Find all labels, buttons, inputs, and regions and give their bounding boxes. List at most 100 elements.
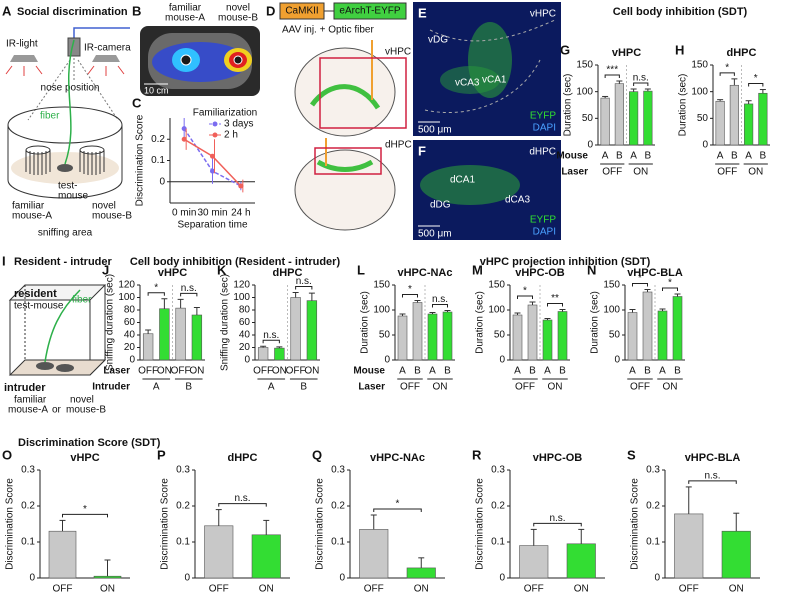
significance-bracket [604, 74, 620, 78]
bar [290, 297, 301, 361]
bar [643, 90, 653, 146]
x-tick-label: OFF [209, 584, 229, 595]
y-tick-label: 40 [239, 330, 251, 341]
x-tick-label: A [630, 151, 637, 162]
panel-d: D CaMKII eArchT-EYFP AAV inj. + Optic fi… [266, 2, 412, 231]
bar [642, 291, 653, 361]
hippocampus [309, 84, 381, 110]
y-axis-label: Duration (sec) [590, 291, 601, 354]
y-axis-label: Discrimination Score [135, 114, 146, 206]
light-rays [5, 65, 125, 76]
bar [159, 308, 170, 361]
panel-letter: I [2, 253, 6, 268]
panel-i: I Resident - intruder resident test-mous… [2, 253, 113, 415]
bar [274, 347, 285, 361]
x-tick-label: B [414, 366, 421, 377]
x-tick-label: OFF [286, 366, 306, 377]
heatmap [233, 55, 243, 65]
chart-title: dHPC [273, 267, 303, 279]
x-tick-label: A [745, 151, 752, 162]
label: dCA1 [450, 175, 475, 186]
x-tick-label: OFF [364, 584, 384, 595]
y-tick-label: 0.1 [176, 537, 190, 548]
bar [359, 529, 389, 579]
row-label: Laser [561, 167, 588, 178]
roi [319, 57, 407, 129]
header: Cell body inhibition (SDT) [613, 6, 748, 18]
label: mouse-A [165, 13, 205, 24]
x-tick-label: ON [189, 366, 204, 377]
y-tick-label: 20 [124, 342, 136, 353]
label: fiber [72, 295, 92, 306]
significance-bracket [662, 287, 678, 291]
y-tick-label: 0.2 [646, 501, 660, 512]
bar [715, 100, 725, 146]
point [181, 126, 187, 132]
y-tick-label: 100 [118, 292, 135, 303]
y-tick-label: 120 [233, 280, 250, 291]
bar [674, 513, 704, 579]
lamp [10, 55, 38, 62]
chart-title: vHPC-BLA [627, 267, 683, 279]
significance-label: n.s. [296, 276, 312, 287]
mouse [36, 362, 54, 370]
y-tick-label: 50 [494, 330, 506, 341]
group-label: OFF [630, 382, 650, 393]
x-tick-label: B [644, 366, 651, 377]
bar [397, 315, 408, 361]
y-tick-label: 0 [339, 573, 345, 584]
x-tick-label: A [514, 366, 521, 377]
x-tick-label: ON [574, 584, 589, 595]
y-tick-label: 0.2 [176, 501, 190, 512]
panel-letter: G [560, 42, 570, 57]
chart-title: vHPC [612, 47, 641, 59]
panel-letter: A [2, 3, 12, 18]
significance-bracket [262, 339, 280, 344]
significance-bracket [373, 508, 422, 512]
panel-e: E vHPC vDG vCA3 vCA1 500 μm EYFP DAPI [413, 2, 561, 136]
y-tick-label: 0.3 [176, 465, 190, 476]
arena [7, 106, 123, 144]
x-tick-label: OFF [679, 584, 699, 595]
bar [175, 307, 186, 361]
label: mouse [58, 191, 88, 202]
x-tick-label: ON [259, 584, 274, 595]
point [238, 183, 244, 189]
mouse [56, 364, 74, 372]
y-tick-label: 0.2 [151, 134, 165, 145]
y-tick-label: 0 [184, 573, 190, 584]
legend-label: 3 days [224, 119, 253, 130]
label: mouse-B [218, 13, 258, 24]
x-tick-label: OFF [53, 584, 73, 595]
significance-label: * [396, 499, 400, 510]
significance-label: n.s. [633, 73, 649, 84]
significance-label: * [754, 73, 758, 84]
label: novel [92, 201, 116, 212]
panel-letter: J [102, 262, 109, 277]
label: test- [58, 181, 77, 192]
y-tick-label: 0.2 [331, 501, 345, 512]
y-tick-label: 0.3 [646, 465, 660, 476]
y-tick-label: 80 [124, 305, 136, 316]
bar [600, 97, 610, 146]
label: CaMKII [285, 6, 318, 17]
significance-label: n.s. [181, 283, 197, 294]
bar [427, 313, 438, 361]
label: vHPC [530, 9, 556, 20]
label: nose position [41, 83, 100, 94]
x-tick-label: B [760, 151, 767, 162]
row-label: Intruder [92, 382, 130, 393]
significance-bracket [295, 286, 313, 290]
label: mouse-B [66, 405, 106, 416]
cage [79, 145, 105, 175]
y-tick-label: 0.1 [646, 537, 660, 548]
outline [424, 19, 556, 114]
mouse [57, 164, 73, 172]
x-tick-label: ON [157, 366, 172, 377]
legend-label: 2 h [224, 130, 238, 141]
header: vHPC projection inhibition (SDT) [480, 256, 651, 268]
label: EYFP [530, 215, 556, 226]
label: mouse-A [8, 405, 48, 416]
bar [306, 300, 318, 361]
bar [614, 83, 624, 146]
